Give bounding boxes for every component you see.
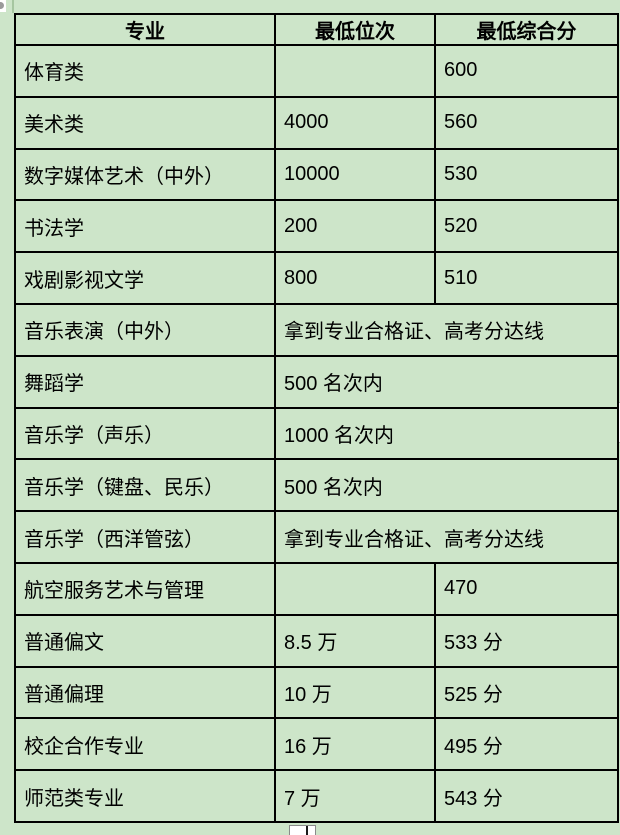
cell-score[interactable]: 560: [434, 95, 619, 150]
col-header-major[interactable]: 专业: [14, 13, 276, 46]
cell-score[interactable]: 600: [434, 44, 619, 98]
cell-major[interactable]: 普通偏文: [14, 613, 276, 668]
table-row: 音乐学（声乐） 1000 名次内: [14, 406, 619, 461]
cell-major[interactable]: 音乐学（键盘、民乐）: [14, 458, 276, 513]
cell-major[interactable]: 音乐学（西洋管弦）: [14, 510, 276, 564]
cell-major[interactable]: 戏剧影视文学: [14, 251, 276, 305]
col-header-rank[interactable]: 最低位次: [274, 13, 436, 46]
table-row: 普通偏理 10 万 525 分: [14, 665, 619, 720]
table-row: 舞蹈学 500 名次内: [14, 354, 619, 409]
cell-rank[interactable]: 10000: [274, 147, 436, 202]
table-row: 师范类专业 7 万 543 分: [14, 769, 619, 823]
cell-major[interactable]: 音乐表演（中外）: [14, 302, 276, 357]
cell-rank[interactable]: 7 万: [274, 769, 436, 823]
cell-major[interactable]: 书法学: [14, 199, 276, 254]
cell-major[interactable]: 体育类: [14, 44, 276, 98]
cell-score[interactable]: 495 分: [434, 717, 619, 772]
table-row: 美术类 4000 560: [14, 95, 619, 150]
fill-handle-line: [306, 826, 308, 835]
cell-rank[interactable]: 16 万: [274, 717, 436, 772]
cell-major[interactable]: 师范类专业: [14, 769, 276, 823]
cell-note[interactable]: 500 名次内: [274, 354, 619, 409]
cell-rank[interactable]: 10 万: [274, 665, 436, 720]
cell-rank[interactable]: [274, 561, 436, 616]
cell-major[interactable]: 舞蹈学: [14, 354, 276, 409]
table-row: 音乐表演（中外） 拿到专业合格证、高考分达线: [14, 302, 619, 357]
admission-score-table: 专业 最低位次 最低综合分 体育类 600 美术类 4000 560 数字媒体艺…: [14, 13, 619, 823]
cell-rank[interactable]: 8.5 万: [274, 613, 436, 668]
col-header-score[interactable]: 最低综合分: [434, 13, 619, 46]
table-row: 音乐学（西洋管弦） 拿到专业合格证、高考分达线: [14, 510, 619, 564]
sheet-gridline: [12, 0, 14, 13]
cell-rank[interactable]: 800: [274, 251, 436, 305]
cell-score[interactable]: 525 分: [434, 665, 619, 720]
cell-rank[interactable]: 200: [274, 199, 436, 254]
sheet-corner-handle: [0, 0, 6, 12]
cell-major[interactable]: 音乐学（声乐）: [14, 406, 276, 461]
cell-major[interactable]: 校企合作专业: [14, 717, 276, 772]
table-row: 普通偏文 8.5 万 533 分: [14, 613, 619, 668]
cell-major[interactable]: 美术类: [14, 95, 276, 150]
table-row: 戏剧影视文学 800 510: [14, 251, 619, 305]
cell-rank[interactable]: 4000: [274, 95, 436, 150]
cell-major[interactable]: 普通偏理: [14, 665, 276, 720]
cell-note[interactable]: 1000 名次内: [274, 406, 619, 461]
fill-handle-widget[interactable]: [289, 825, 316, 835]
cell-note[interactable]: 拿到专业合格证、高考分达线: [274, 510, 619, 564]
table-row: 数字媒体艺术（中外） 10000 530: [14, 147, 619, 202]
cell-score[interactable]: 470: [434, 561, 619, 616]
table-row: 航空服务艺术与管理 470: [14, 561, 619, 616]
cell-score[interactable]: 520: [434, 199, 619, 254]
header-row: 专业 最低位次 最低综合分: [14, 13, 619, 46]
cell-score[interactable]: 533 分: [434, 613, 619, 668]
table-row: 校企合作专业 16 万 495 分: [14, 717, 619, 772]
cell-rank[interactable]: [274, 44, 436, 98]
cell-score[interactable]: 510: [434, 251, 619, 305]
table-row: 书法学 200 520: [14, 199, 619, 254]
cell-score[interactable]: 543 分: [434, 769, 619, 823]
cell-score[interactable]: 530: [434, 147, 619, 202]
table-row: 音乐学（键盘、民乐） 500 名次内: [14, 458, 619, 513]
cell-major[interactable]: 航空服务艺术与管理: [14, 561, 276, 616]
cell-note[interactable]: 拿到专业合格证、高考分达线: [274, 302, 619, 357]
handle-dot-icon: [0, 2, 4, 9]
table-row: 体育类 600: [14, 44, 619, 98]
cell-major[interactable]: 数字媒体艺术（中外）: [14, 147, 276, 202]
cell-note[interactable]: 500 名次内: [274, 458, 619, 513]
